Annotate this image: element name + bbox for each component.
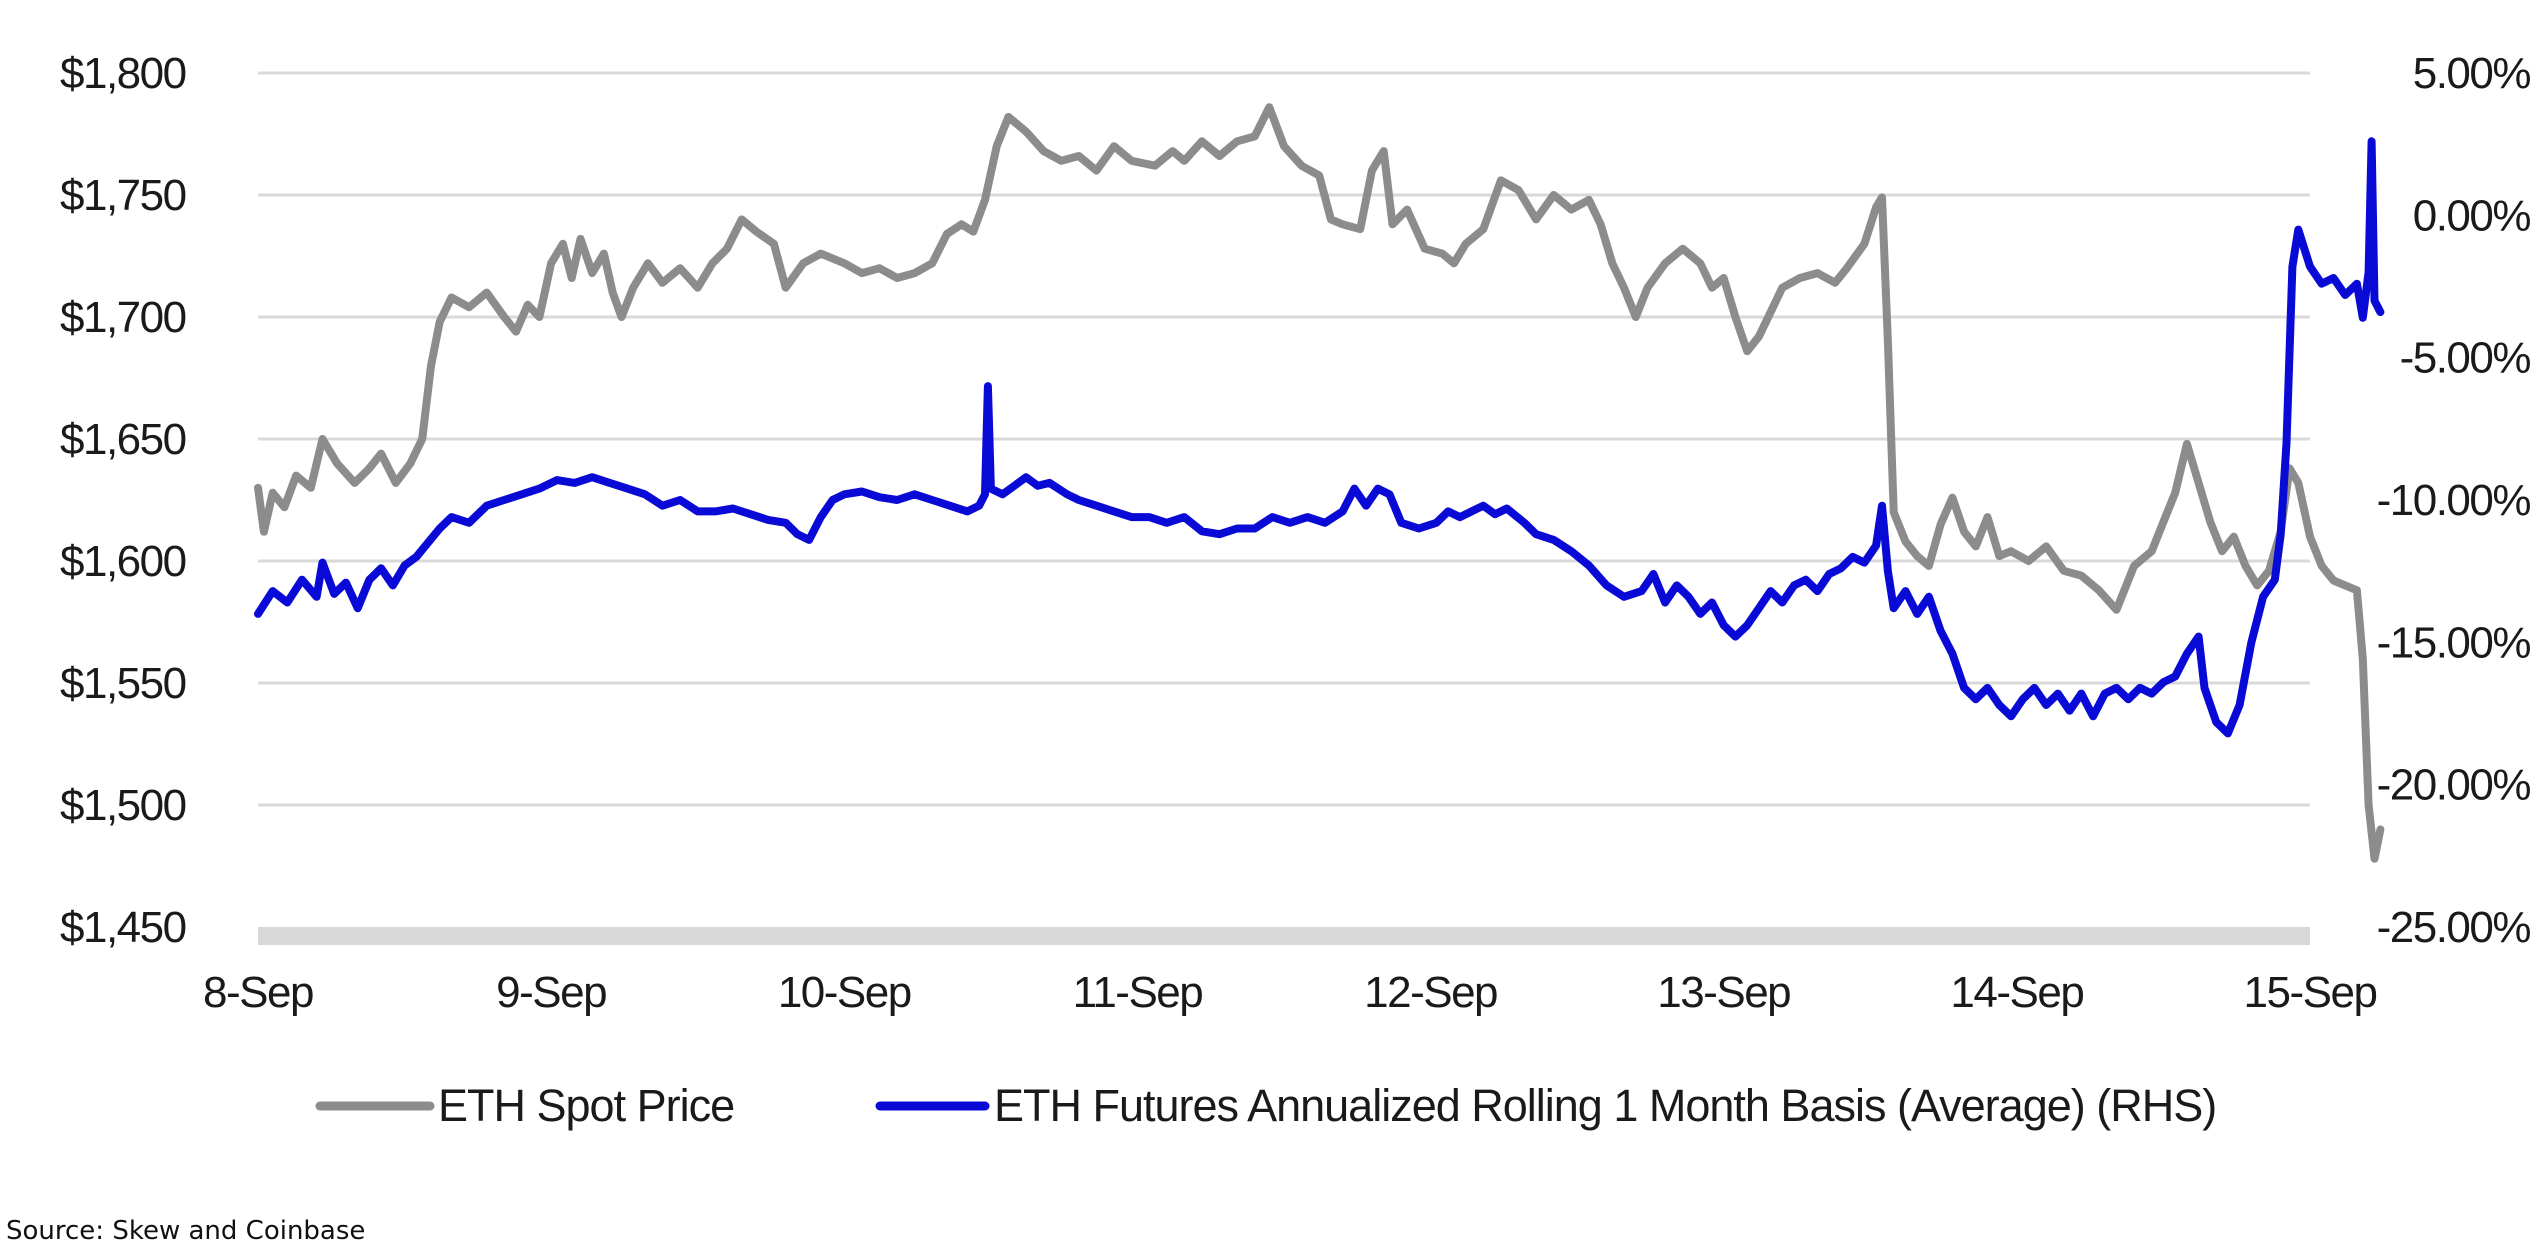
x-tick-label: 11-Sep (1073, 968, 1203, 1017)
series-layer (254, 103, 2385, 863)
x-axis: 8-Sep 9-Sep 10-Sep 11-Sep 12-Sep 13-Sep 14-Sep… (203, 968, 2378, 1017)
left-tick-label: $1,450 (60, 903, 186, 952)
source-note: Source: Skew and Coinbase (6, 1216, 366, 1246)
right-tick-label: -15.00% (2377, 618, 2531, 667)
right-tick-label: -25.00% (2377, 903, 2531, 952)
right-tick-label: 0.00% (2413, 191, 2531, 240)
gridlines (258, 71, 2310, 807)
right-tick-label: -10.00% (2377, 476, 2531, 525)
x-tick-label: 8-Sep (203, 968, 313, 1017)
x-axis-band (258, 927, 2310, 945)
left-tick-label: $1,800 (60, 49, 186, 98)
right-tick-label: 5.00% (2413, 49, 2531, 98)
right-tick-label: -5.00% (2400, 334, 2531, 383)
legend-label: ETH Futures Annualized Rolling 1 Month B… (994, 1080, 2216, 1131)
left-tick-label: $1,700 (60, 293, 186, 342)
x-tick-label: 10-Sep (778, 968, 911, 1017)
left-tick-label: $1,500 (60, 781, 186, 830)
series-line-0 (254, 103, 2385, 863)
left-axis: $1,800 $1,750 $1,700 $1,650 $1,600 $1,550 $1,5… (60, 49, 187, 952)
left-tick-label: $1,650 (60, 415, 186, 464)
left-tick-label: $1,750 (60, 171, 186, 220)
legend-label: ETH Spot Price (438, 1080, 734, 1131)
x-tick-label: 13-Sep (1657, 968, 1790, 1017)
x-tick-label: 15-Sep (2244, 968, 2377, 1017)
series-line-1 (254, 137, 2385, 738)
legend: ETH Spot Price ETH Futures Annualized Rol… (315, 1080, 2217, 1131)
x-tick-label: 9-Sep (496, 968, 606, 1017)
right-axis: 5.00% 0.00% -5.00% -10.00% -15.00% -20.00% -25… (2377, 49, 2532, 952)
x-tick-label: 12-Sep (1364, 968, 1497, 1017)
x-tick-label: 14-Sep (1950, 968, 2083, 1017)
left-tick-label: $1,550 (60, 659, 186, 708)
left-tick-label: $1,600 (60, 537, 186, 586)
right-tick-label: -20.00% (2377, 761, 2531, 810)
